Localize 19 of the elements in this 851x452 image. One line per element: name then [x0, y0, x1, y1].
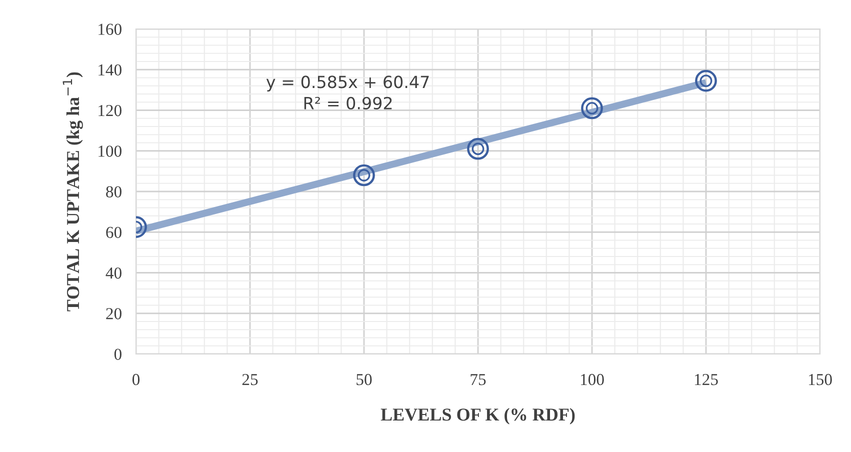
x-tick-label: 25: [242, 374, 258, 386]
y-tick-label: 0: [114, 348, 122, 360]
y-tick-label: 40: [106, 267, 122, 279]
y-axis-title: TOTAL K UPTAKE (kg ha$^{−1}$): [62, 72, 83, 312]
y-tick-label: 20: [106, 308, 122, 320]
y-tick-label: 80: [106, 186, 122, 198]
y-tick-label: 140: [98, 64, 122, 76]
x-tick-label: 0: [132, 374, 140, 386]
x-tick-label: 125: [694, 374, 718, 386]
x-axis-title: LEVELS OF K (% RDF): [380, 408, 575, 424]
x-tick-label: 150: [808, 374, 832, 386]
x-tick-label: 50: [356, 374, 372, 386]
y-tick-label: 60: [106, 226, 122, 238]
y-tick-label: 100: [98, 146, 122, 157]
annotation: y = 0.585x + 60.47 R² = 0.992: [266, 76, 429, 110]
y-tick-label: 160: [98, 24, 122, 35]
y-tick-label: 120: [98, 104, 122, 116]
x-tick-label: 75: [470, 374, 486, 386]
x-tick-label: 100: [580, 374, 604, 386]
